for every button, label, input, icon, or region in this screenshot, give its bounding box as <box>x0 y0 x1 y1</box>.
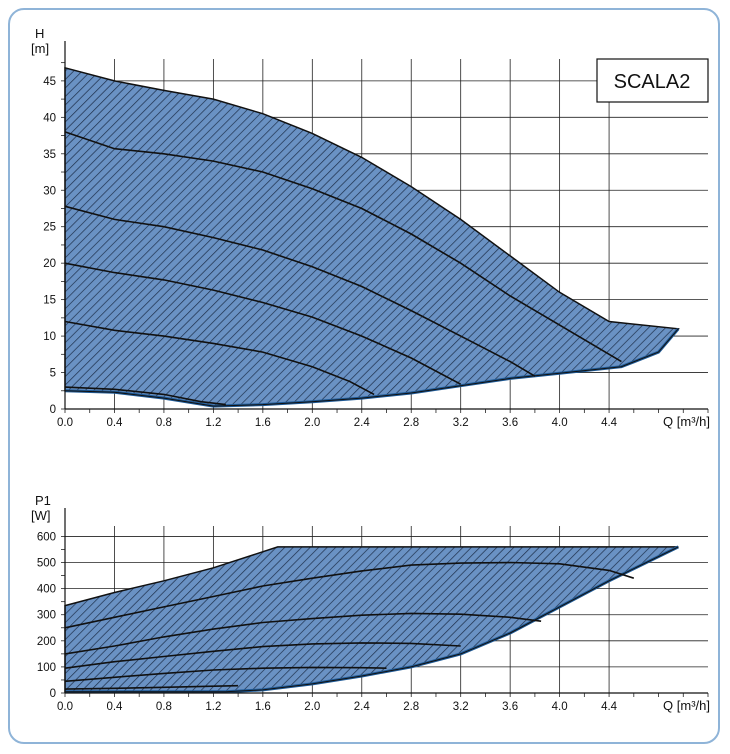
y-tick-label: 400 <box>37 584 56 596</box>
x-tick-label: 1.6 <box>255 417 271 429</box>
speed-curve-3 <box>64 642 461 669</box>
y-tick-label: 600 <box>37 531 56 543</box>
x-tick-label: 1.6 <box>255 701 271 713</box>
speed-curve-5 <box>64 684 239 690</box>
y-tick-label: 500 <box>37 558 56 570</box>
power-chart: 0.0 0.4 0.8 1.2 1.6 2.0 2.4 2.8 3.2 3.6 4.0 4.4 0 100… <box>31 493 710 713</box>
y-axis-title: H <box>35 26 44 41</box>
y-tick-label: 0 <box>50 404 56 416</box>
y-tick-label: 20 <box>43 258 56 270</box>
x-tick-label: 3.6 <box>502 701 518 713</box>
x-axis-title: Q [m³/h] <box>663 698 710 713</box>
x-tick-label: 0.8 <box>156 417 172 429</box>
x-tick-label: 4.4 <box>601 417 618 429</box>
model-badge-label: SCALA2 <box>614 71 691 93</box>
y-axis-title: P1 <box>35 493 51 508</box>
speed-curve-3 <box>64 262 462 385</box>
x-tick-label: 2.4 <box>354 417 371 429</box>
speed-curve-2 <box>64 612 542 655</box>
x-tick-label: 2.8 <box>403 417 419 429</box>
x-axis-title: Q [m³/h] <box>663 414 710 429</box>
y-tick-label: 30 <box>43 185 56 197</box>
x-tick-label: 3.2 <box>453 417 469 429</box>
speed-curve-5 <box>64 386 226 406</box>
x-tick-label: 1.2 <box>205 701 221 713</box>
x-tick-label: 4.0 <box>552 701 568 713</box>
y-tick-label: 200 <box>37 636 56 648</box>
x-tick-label: 2.0 <box>304 701 320 713</box>
y-axis-unit: [W] <box>31 508 51 523</box>
x-tick-label: 3.2 <box>453 701 469 713</box>
x-tick-label: 1.2 <box>205 417 221 429</box>
x-tick-label: 0.4 <box>106 417 123 429</box>
x-tick-label: 2.0 <box>304 417 320 429</box>
y-tick-label: 100 <box>37 662 56 674</box>
y-axis-unit: [m] <box>31 41 49 56</box>
x-tick-label: 0.8 <box>156 701 172 713</box>
envelope-min-line <box>64 328 679 407</box>
x-tick-label: 3.6 <box>502 417 518 429</box>
head-chart: 0.0 0.4 0.8 1.2 1.6 2.0 2.4 2.8 3.2 3.6 4.0 4.4 0 5 10… <box>31 26 710 429</box>
y-tick-label: 0 <box>50 688 56 700</box>
x-tick-label: 4.0 <box>552 417 568 429</box>
x-tick-label: 0.4 <box>106 701 123 713</box>
speed-curve-1 <box>64 561 635 629</box>
model-badge <box>596 58 709 103</box>
envelope-min-line <box>65 546 679 693</box>
y-tick-label: 40 <box>43 112 56 124</box>
x-tick-label: 0.0 <box>57 701 73 713</box>
y-tick-label: 25 <box>43 222 56 234</box>
y-tick-label: 35 <box>43 149 56 161</box>
speed-curve-4 <box>64 320 375 396</box>
y-tick-label: 45 <box>43 76 56 88</box>
x-tick-label: 2.8 <box>403 701 419 713</box>
y-tick-label: 10 <box>43 331 56 343</box>
y-tick-label: 300 <box>37 610 56 622</box>
speed-curve-4 <box>64 666 387 683</box>
x-tick-label: 2.4 <box>354 701 371 713</box>
operating-envelope <box>64 546 679 693</box>
y-tick-label: 5 <box>50 368 56 380</box>
x-tick-label: 0.0 <box>57 417 73 429</box>
x-tick-label: 4.4 <box>601 701 618 713</box>
speed-curve-2 <box>64 205 536 377</box>
speed-curve-1 <box>64 131 622 363</box>
operating-envelope <box>64 66 680 407</box>
y-tick-label: 15 <box>43 295 56 307</box>
